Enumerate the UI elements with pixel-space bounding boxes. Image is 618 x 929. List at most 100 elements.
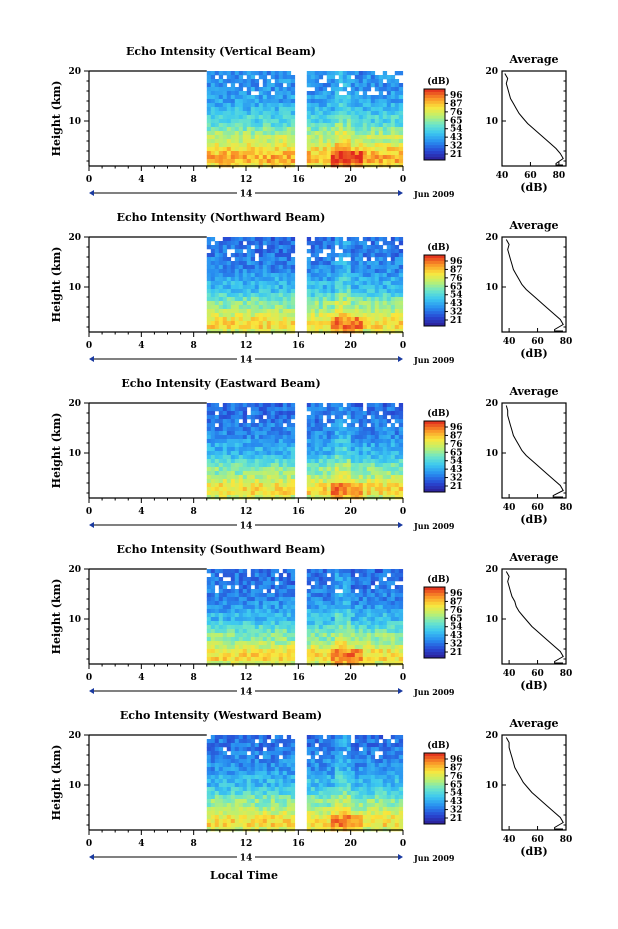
heatmap-cell	[322, 159, 328, 164]
heatmap-cell	[322, 601, 328, 606]
heatmap-cell	[250, 293, 256, 298]
heatmap-cell	[306, 637, 312, 642]
heatmap-cell	[250, 309, 256, 314]
heatmap-cell	[346, 289, 352, 294]
heatmap-cell	[218, 451, 224, 456]
heatmap-cell	[274, 277, 280, 282]
heatmap-cell	[390, 293, 396, 298]
heatmap-cell	[234, 439, 240, 444]
heatmap-cell	[310, 285, 316, 290]
heatmap-cell	[214, 151, 220, 156]
colorbar-band	[424, 453, 445, 457]
colorbar-band	[424, 142, 445, 146]
heatmap-cell	[362, 621, 368, 626]
heatmap-cell	[210, 661, 216, 666]
heatmap-cell	[242, 257, 248, 262]
heatmap-cell	[358, 443, 364, 448]
heatmap-cell	[278, 435, 284, 440]
heatmap-cell	[222, 111, 228, 116]
heatmap-cell	[238, 285, 244, 290]
heatmap-cell	[290, 127, 296, 132]
heatmap-cell	[346, 249, 352, 254]
heatmap-cell	[398, 415, 404, 420]
heatmap-cell	[398, 491, 404, 496]
colorbar-band	[424, 323, 445, 327]
heatmap-cell	[206, 747, 212, 752]
heatmap-cell	[342, 609, 348, 614]
heatmap-cell	[258, 159, 264, 164]
heatmap-cell	[338, 573, 344, 578]
heatmap-cell	[238, 573, 244, 578]
heatmap-cell	[210, 787, 216, 792]
heatmap-cell	[246, 147, 252, 152]
heatmap-cell	[214, 309, 220, 314]
heatmap-cell	[306, 325, 312, 330]
heatmap-cell	[278, 463, 284, 468]
heatmap-cell	[378, 661, 384, 666]
colorbar-band	[424, 287, 445, 291]
heatmap-cell	[334, 155, 340, 160]
heatmap-cell	[238, 309, 244, 314]
colorbar-tick-label: 21	[450, 150, 463, 160]
heatmap-cell	[342, 573, 348, 578]
heatmap-cell	[230, 747, 236, 752]
heatmap-cell	[362, 277, 368, 282]
heatmap-cell	[310, 601, 316, 606]
heatmap-cell	[286, 91, 292, 96]
heatmap-cell	[262, 155, 268, 160]
heatmap-cell	[346, 115, 352, 120]
heatmap-cell	[226, 645, 232, 650]
heatmap-cell	[338, 119, 344, 124]
heatmap-cell	[326, 123, 332, 128]
heatmap-cell	[350, 443, 356, 448]
heatmap-cell	[274, 143, 280, 148]
heatmap-cell	[230, 403, 236, 408]
heatmap-cell	[278, 143, 284, 148]
heatmap-cell	[354, 407, 360, 412]
heatmap-cell	[286, 241, 292, 246]
heatmap-cell	[378, 75, 384, 80]
heatmap-cell	[318, 87, 324, 92]
heatmap-cell	[266, 241, 272, 246]
heatmap-cell	[246, 127, 252, 132]
heatmap-cell	[322, 451, 328, 456]
heatmap-cell	[390, 475, 396, 480]
heatmap-cell	[242, 653, 248, 658]
heatmap-cell	[222, 435, 228, 440]
heatmap-cell	[278, 415, 284, 420]
heatmap-cell	[270, 491, 276, 496]
heatmap-cell	[390, 245, 396, 250]
heatmap-cell	[210, 131, 216, 136]
heatmap-cell	[218, 143, 224, 148]
heatmap-cell	[330, 261, 336, 266]
heatmap-cell	[270, 621, 276, 626]
heatmap-cell	[214, 633, 220, 638]
heatmap-cell	[370, 329, 376, 334]
heatmap-cell	[318, 123, 324, 128]
heatmap-cell	[218, 803, 224, 808]
heatmap-cell	[218, 159, 224, 164]
heatmap-cell	[210, 479, 216, 484]
heatmap-cell	[282, 479, 288, 484]
heatmap-cell	[358, 265, 364, 270]
heatmap-cell	[206, 803, 212, 808]
heatmap-cell	[326, 617, 332, 622]
heatmap-cell	[394, 597, 400, 602]
heatmap-cell	[370, 143, 376, 148]
heatmap-cell	[238, 265, 244, 270]
heatmap-cell	[210, 823, 216, 828]
heatmap-cell	[258, 633, 264, 638]
heatmap-cell	[266, 281, 272, 286]
heatmap-cell	[330, 83, 336, 88]
heatmap-cell	[334, 297, 340, 302]
heatmap-cell	[346, 293, 352, 298]
heatmap-cell	[226, 95, 232, 100]
heatmap-cell	[230, 423, 236, 428]
heatmap-cell	[374, 471, 380, 476]
colorbar-unit: (dB)	[427, 574, 449, 585]
heatmap-cell	[234, 115, 240, 120]
heatmap-cell	[310, 661, 316, 666]
heatmap-cell	[382, 107, 388, 112]
heatmap-cell	[342, 577, 348, 582]
heatmap-cell	[286, 589, 292, 594]
